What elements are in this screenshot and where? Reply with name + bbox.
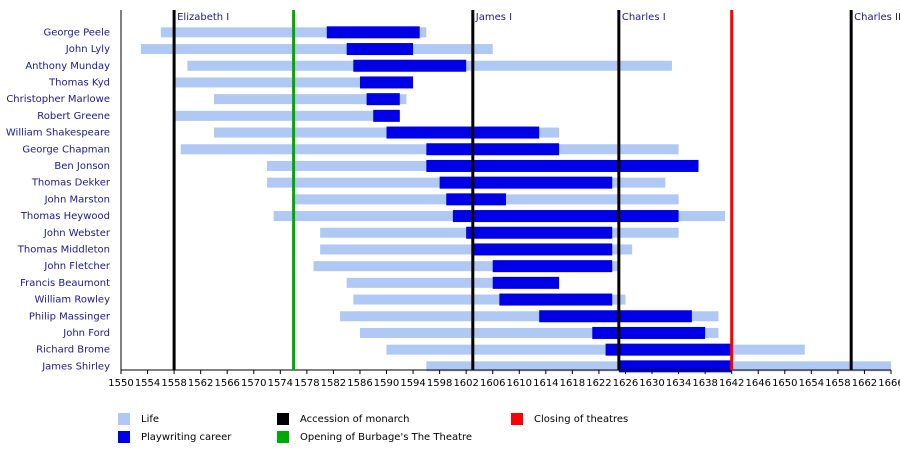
x-tick-label: 1618: [560, 378, 585, 389]
row-label: Christopher Marlowe: [6, 94, 110, 105]
x-tick-label: 1570: [241, 378, 266, 389]
marker-label: Charles II: [854, 12, 900, 23]
x-tick-label: 1606: [480, 378, 505, 389]
x-tick-label: 1594: [400, 378, 425, 389]
x-tick-label: 1658: [825, 378, 850, 389]
career-bar: [346, 43, 414, 56]
career-bar: [466, 226, 613, 239]
x-tick-label: 1590: [374, 378, 399, 389]
marker-label: Elizabeth I: [177, 12, 229, 23]
life-bar: [340, 311, 719, 322]
row-label: Anthony Munday: [25, 61, 110, 72]
life-bar: [140, 44, 493, 55]
career-bar: [499, 293, 613, 306]
x-tick-label: 1666: [878, 378, 900, 389]
legend-label: Life: [141, 414, 159, 425]
career-bar: [472, 243, 613, 256]
row-label: Thomas Dekker: [31, 178, 111, 189]
career-bar: [446, 193, 506, 206]
row-label: Philip Massinger: [29, 311, 111, 322]
life-bar: [313, 261, 619, 272]
row-label: Thomas Heywood: [20, 211, 110, 222]
x-tick-label: 1638: [692, 378, 717, 389]
x-tick-label: 1646: [746, 378, 771, 389]
row-label: Richard Brome: [36, 345, 110, 356]
career-bar: [359, 76, 414, 89]
row-label: John Ford: [62, 328, 110, 339]
legend-swatch: [277, 431, 289, 443]
x-tick-label: 1566: [214, 378, 239, 389]
career-bar: [386, 126, 540, 139]
legend-swatch: [118, 431, 130, 443]
x-tick-label: 1654: [799, 378, 824, 389]
legend-label: Playwriting career: [141, 432, 232, 443]
career-bar: [605, 343, 732, 356]
row-label: John Webster: [43, 228, 111, 239]
row-label: John Lyly: [65, 44, 110, 55]
career-bar: [426, 159, 699, 172]
x-tick-label: 1650: [772, 378, 797, 389]
career-bar: [366, 93, 400, 106]
marker-label: James I: [475, 12, 512, 23]
row-label: Francis Beaumont: [20, 278, 110, 289]
x-tick-label: 1642: [719, 378, 744, 389]
row-label: Ben Jonson: [54, 161, 110, 172]
x-tick-label: 1602: [453, 378, 478, 389]
life-bar: [346, 277, 560, 288]
career-bar: [539, 310, 692, 323]
x-tick-label: 1630: [639, 378, 664, 389]
life-bar: [174, 110, 400, 121]
x-tick-label: 1662: [852, 378, 877, 389]
life-bar: [213, 94, 407, 105]
row-label: George Chapman: [22, 144, 110, 155]
career-bar: [326, 26, 420, 39]
row-label: Robert Greene: [37, 111, 110, 122]
career-bar: [618, 360, 732, 373]
legend-label: Closing of theatres: [534, 414, 628, 425]
x-tick-label: 1626: [613, 378, 638, 389]
legend-swatch: [118, 413, 130, 425]
row-label: James Shirley: [41, 361, 110, 372]
legend-swatch: [277, 413, 289, 425]
career-bar: [426, 143, 560, 156]
x-tick-label: 1578: [294, 378, 319, 389]
x-tick-label: 1634: [666, 378, 691, 389]
x-tick-label: 1598: [427, 378, 452, 389]
career-bar: [592, 326, 706, 339]
row-label: John Fletcher: [43, 261, 111, 272]
career-bar: [439, 176, 613, 189]
legend-label: Accession of monarch: [300, 414, 410, 425]
row-label: John Marston: [44, 194, 110, 205]
x-tick-label: 1550: [108, 378, 133, 389]
legend-swatch: [511, 413, 523, 425]
career-bar: [373, 109, 400, 122]
x-tick-label: 1622: [586, 378, 611, 389]
x-tick-label: 1614: [533, 378, 558, 389]
x-tick-label: 1558: [161, 378, 186, 389]
x-tick-label: 1610: [507, 378, 532, 389]
career-bar: [492, 276, 560, 289]
x-tick-label: 1582: [321, 378, 346, 389]
row-label: William Rowley: [35, 295, 111, 306]
row-label: Thomas Kyd: [48, 77, 110, 88]
x-tick-label: 1554: [135, 378, 160, 389]
career-bar: [492, 260, 613, 273]
x-tick-label: 1586: [347, 378, 372, 389]
row-label: George Peele: [43, 27, 110, 38]
x-tick-label: 1562: [188, 378, 213, 389]
legend-label: Opening of Burbage's The Theatre: [300, 432, 472, 443]
x-tick-label: 1574: [268, 378, 293, 389]
row-label: William Shakespeare: [6, 128, 110, 139]
marker-label: Charles I: [622, 12, 666, 23]
career-bar: [353, 59, 467, 72]
life-bar: [353, 294, 626, 305]
row-label: Thomas Middleton: [17, 244, 110, 255]
career-bar: [452, 210, 679, 223]
life-bar: [386, 344, 805, 355]
life-bar: [359, 327, 719, 338]
